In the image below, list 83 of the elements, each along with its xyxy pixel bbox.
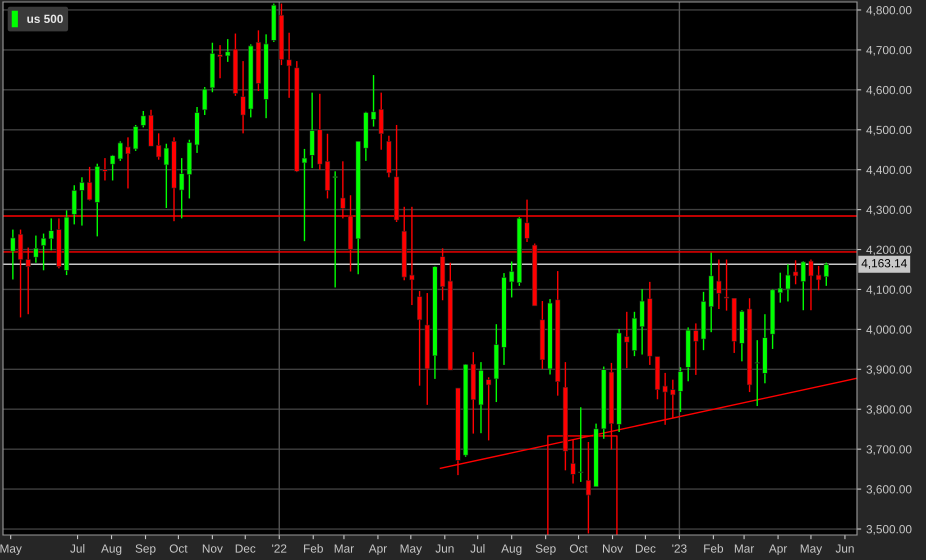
- candlestick: [118, 140, 123, 162]
- candlestick: [624, 311, 630, 369]
- candlestick: [716, 258, 722, 310]
- x-tick-label: May: [0, 544, 22, 556]
- ref-line-label: 4,163.14: [862, 259, 907, 269]
- x-tick-label: Dec: [636, 544, 656, 553]
- candlestick: [72, 184, 77, 226]
- candlestick: [417, 290, 422, 386]
- candlestick: [33, 234, 38, 264]
- candlestick: [286, 32, 292, 99]
- candlestick: [754, 339, 760, 407]
- x-tick-label: '22: [272, 544, 286, 553]
- candlestick: [824, 262, 829, 287]
- x-tick-label: Dec: [236, 544, 256, 553]
- y-tick-label: 3,900.00: [866, 365, 912, 376]
- y-tick-label: 3,800.00: [866, 405, 912, 416]
- x-tick-label: Nov: [202, 544, 223, 553]
- candlestick: [48, 218, 54, 252]
- x-tick-label: Jun: [435, 544, 454, 553]
- legend-label: us 500: [27, 14, 63, 24]
- candlestick: [125, 136, 131, 190]
- candlestick: [302, 148, 308, 242]
- candlestick: [140, 110, 146, 128]
- candlestick: [509, 260, 514, 298]
- x-tick-label: Jul: [70, 544, 84, 553]
- y-tick-label: 4,700.00: [866, 46, 912, 56]
- x-tick-label: Sep: [136, 544, 156, 556]
- candlestick: [202, 86, 208, 116]
- candlestick: [110, 154, 116, 182]
- x-tick-label: Apr: [768, 544, 788, 556]
- x-tick-label: Mar: [734, 544, 754, 553]
- x-tick-label: Aug: [501, 544, 522, 556]
- y-tick-label: 4,200.00: [866, 246, 912, 256]
- y-tick-label: 3,500.00: [866, 525, 912, 535]
- y-tick-label: 3,700.00: [866, 445, 912, 455]
- candlestick: [225, 38, 230, 63]
- x-tick-label: May: [800, 544, 822, 556]
- x-tick-label: Oct: [170, 544, 188, 553]
- candlestick: [156, 132, 162, 160]
- candlestick: [793, 260, 798, 285]
- candlestick: [79, 176, 85, 226]
- candlestick: [785, 264, 791, 302]
- candlestick: [800, 260, 806, 311]
- candlestick: [370, 74, 376, 128]
- candlestick: [778, 272, 783, 304]
- x-tick-label: Jul: [470, 544, 484, 553]
- x-tick-label: Sep: [536, 544, 556, 556]
- x-tick-label: Apr: [368, 544, 387, 556]
- candlestick: [217, 44, 223, 79]
- candlestick: [102, 157, 108, 182]
- candlestick: [164, 143, 169, 209]
- candlestick: [486, 376, 492, 442]
- x-tick-label: Mar: [334, 544, 354, 553]
- y-tick-label: 3,600.00: [866, 485, 912, 495]
- candlestick: [240, 60, 246, 134]
- candlestick: [808, 258, 814, 311]
- candlestick: [87, 166, 92, 202]
- candlestick: [586, 441, 591, 534]
- candlestick: [332, 170, 338, 288]
- candlestick: [133, 124, 138, 152]
- x-tick-label: Feb: [704, 544, 724, 553]
- candlestick: [724, 258, 730, 312]
- x-tick-label: Feb: [304, 544, 323, 553]
- y-tick-label: 4,800.00: [866, 6, 912, 16]
- x-tick-label: Aug: [101, 544, 122, 556]
- candlestick: [578, 406, 584, 483]
- x-tick-label: '23: [672, 544, 687, 553]
- x-tick-label: Jun: [836, 544, 854, 553]
- y-tick-label: 4,100.00: [866, 285, 912, 296]
- candlestick: [40, 232, 46, 271]
- y-tick-label: 4,400.00: [866, 166, 912, 176]
- x-tick-label: Oct: [570, 544, 588, 553]
- candlestick: [816, 265, 822, 291]
- candlestick: [179, 157, 184, 220]
- y-tick-label: 4,300.00: [866, 206, 912, 216]
- x-tick-label: Nov: [603, 544, 623, 553]
- y-tick-label: 4,500.00: [866, 126, 912, 136]
- candlestick: [678, 366, 684, 413]
- y-tick-label: 4,600.00: [866, 86, 912, 96]
- candlestick: [693, 322, 698, 376]
- x-tick-label: May: [400, 544, 422, 556]
- y-tick-label: 4,000.00: [866, 325, 912, 336]
- candlestick: [10, 228, 16, 280]
